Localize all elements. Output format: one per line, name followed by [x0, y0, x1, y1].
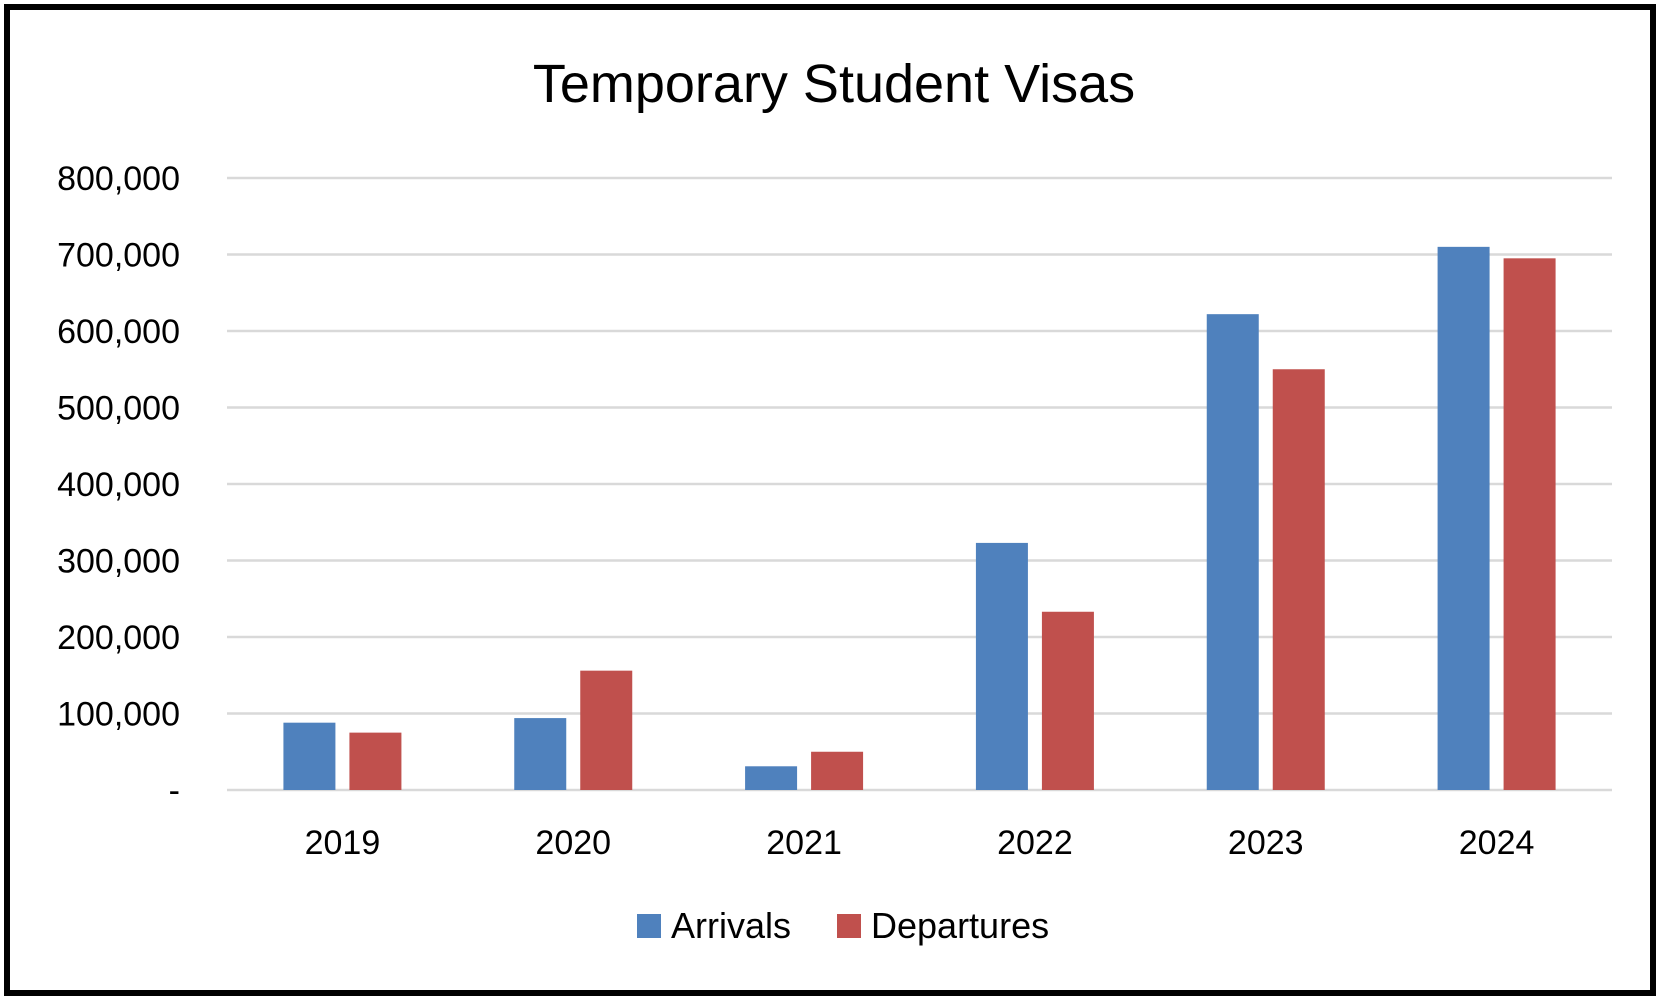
bar-arrivals-2023	[1206, 314, 1259, 790]
bar-arrivals-2020	[514, 718, 567, 790]
x-tick-label: 2021	[766, 824, 842, 862]
bar-arrivals-2022	[975, 542, 1028, 790]
x-tick-label: 2020	[535, 824, 611, 862]
legend-swatch-arrivals	[637, 914, 661, 938]
y-tick-label: 300,000	[57, 543, 180, 581]
x-tick-label: 2023	[1228, 824, 1304, 862]
x-axis-tick-labels: 2019 2020 2021 2022 2023 2024	[305, 824, 1535, 862]
y-tick-label: -	[169, 772, 180, 810]
legend: Arrivals Departures	[637, 905, 1049, 946]
bar-departures-2019	[349, 732, 402, 790]
y-axis-tick-labels: - 100,000 200,000 300,000 400,000 500,000 600,…	[57, 160, 180, 810]
bar-arrivals-2024	[1437, 246, 1490, 791]
bar-departures-2020	[580, 670, 633, 790]
bar-arrivals-2019	[283, 722, 336, 790]
y-tick-label: 500,000	[57, 390, 180, 428]
x-tick-label: 2019	[305, 824, 381, 862]
bar-arrivals-2021	[745, 766, 798, 790]
y-tick-label: 600,000	[57, 313, 180, 351]
chart-title: Temporary Student Visas	[533, 54, 1135, 114]
bars	[283, 246, 1556, 791]
bar-departures-2024	[1503, 258, 1556, 790]
y-tick-label: 800,000	[57, 160, 180, 198]
legend-label-departures: Departures	[871, 905, 1049, 946]
legend-swatch-departures	[837, 914, 861, 938]
x-tick-label: 2024	[1459, 824, 1535, 862]
bar-departures-2023	[1272, 369, 1325, 790]
legend-label-arrivals: Arrivals	[671, 905, 791, 946]
y-tick-label: 200,000	[57, 619, 180, 657]
bar-departures-2022	[1041, 611, 1094, 790]
y-tick-label: 100,000	[57, 696, 180, 734]
y-tick-label: 400,000	[57, 466, 180, 504]
bar-departures-2021	[811, 751, 864, 790]
x-tick-label: 2022	[997, 824, 1073, 862]
gridlines	[227, 176, 1612, 792]
chart-frame	[4, 4, 1656, 996]
y-tick-label: 700,000	[57, 237, 180, 275]
